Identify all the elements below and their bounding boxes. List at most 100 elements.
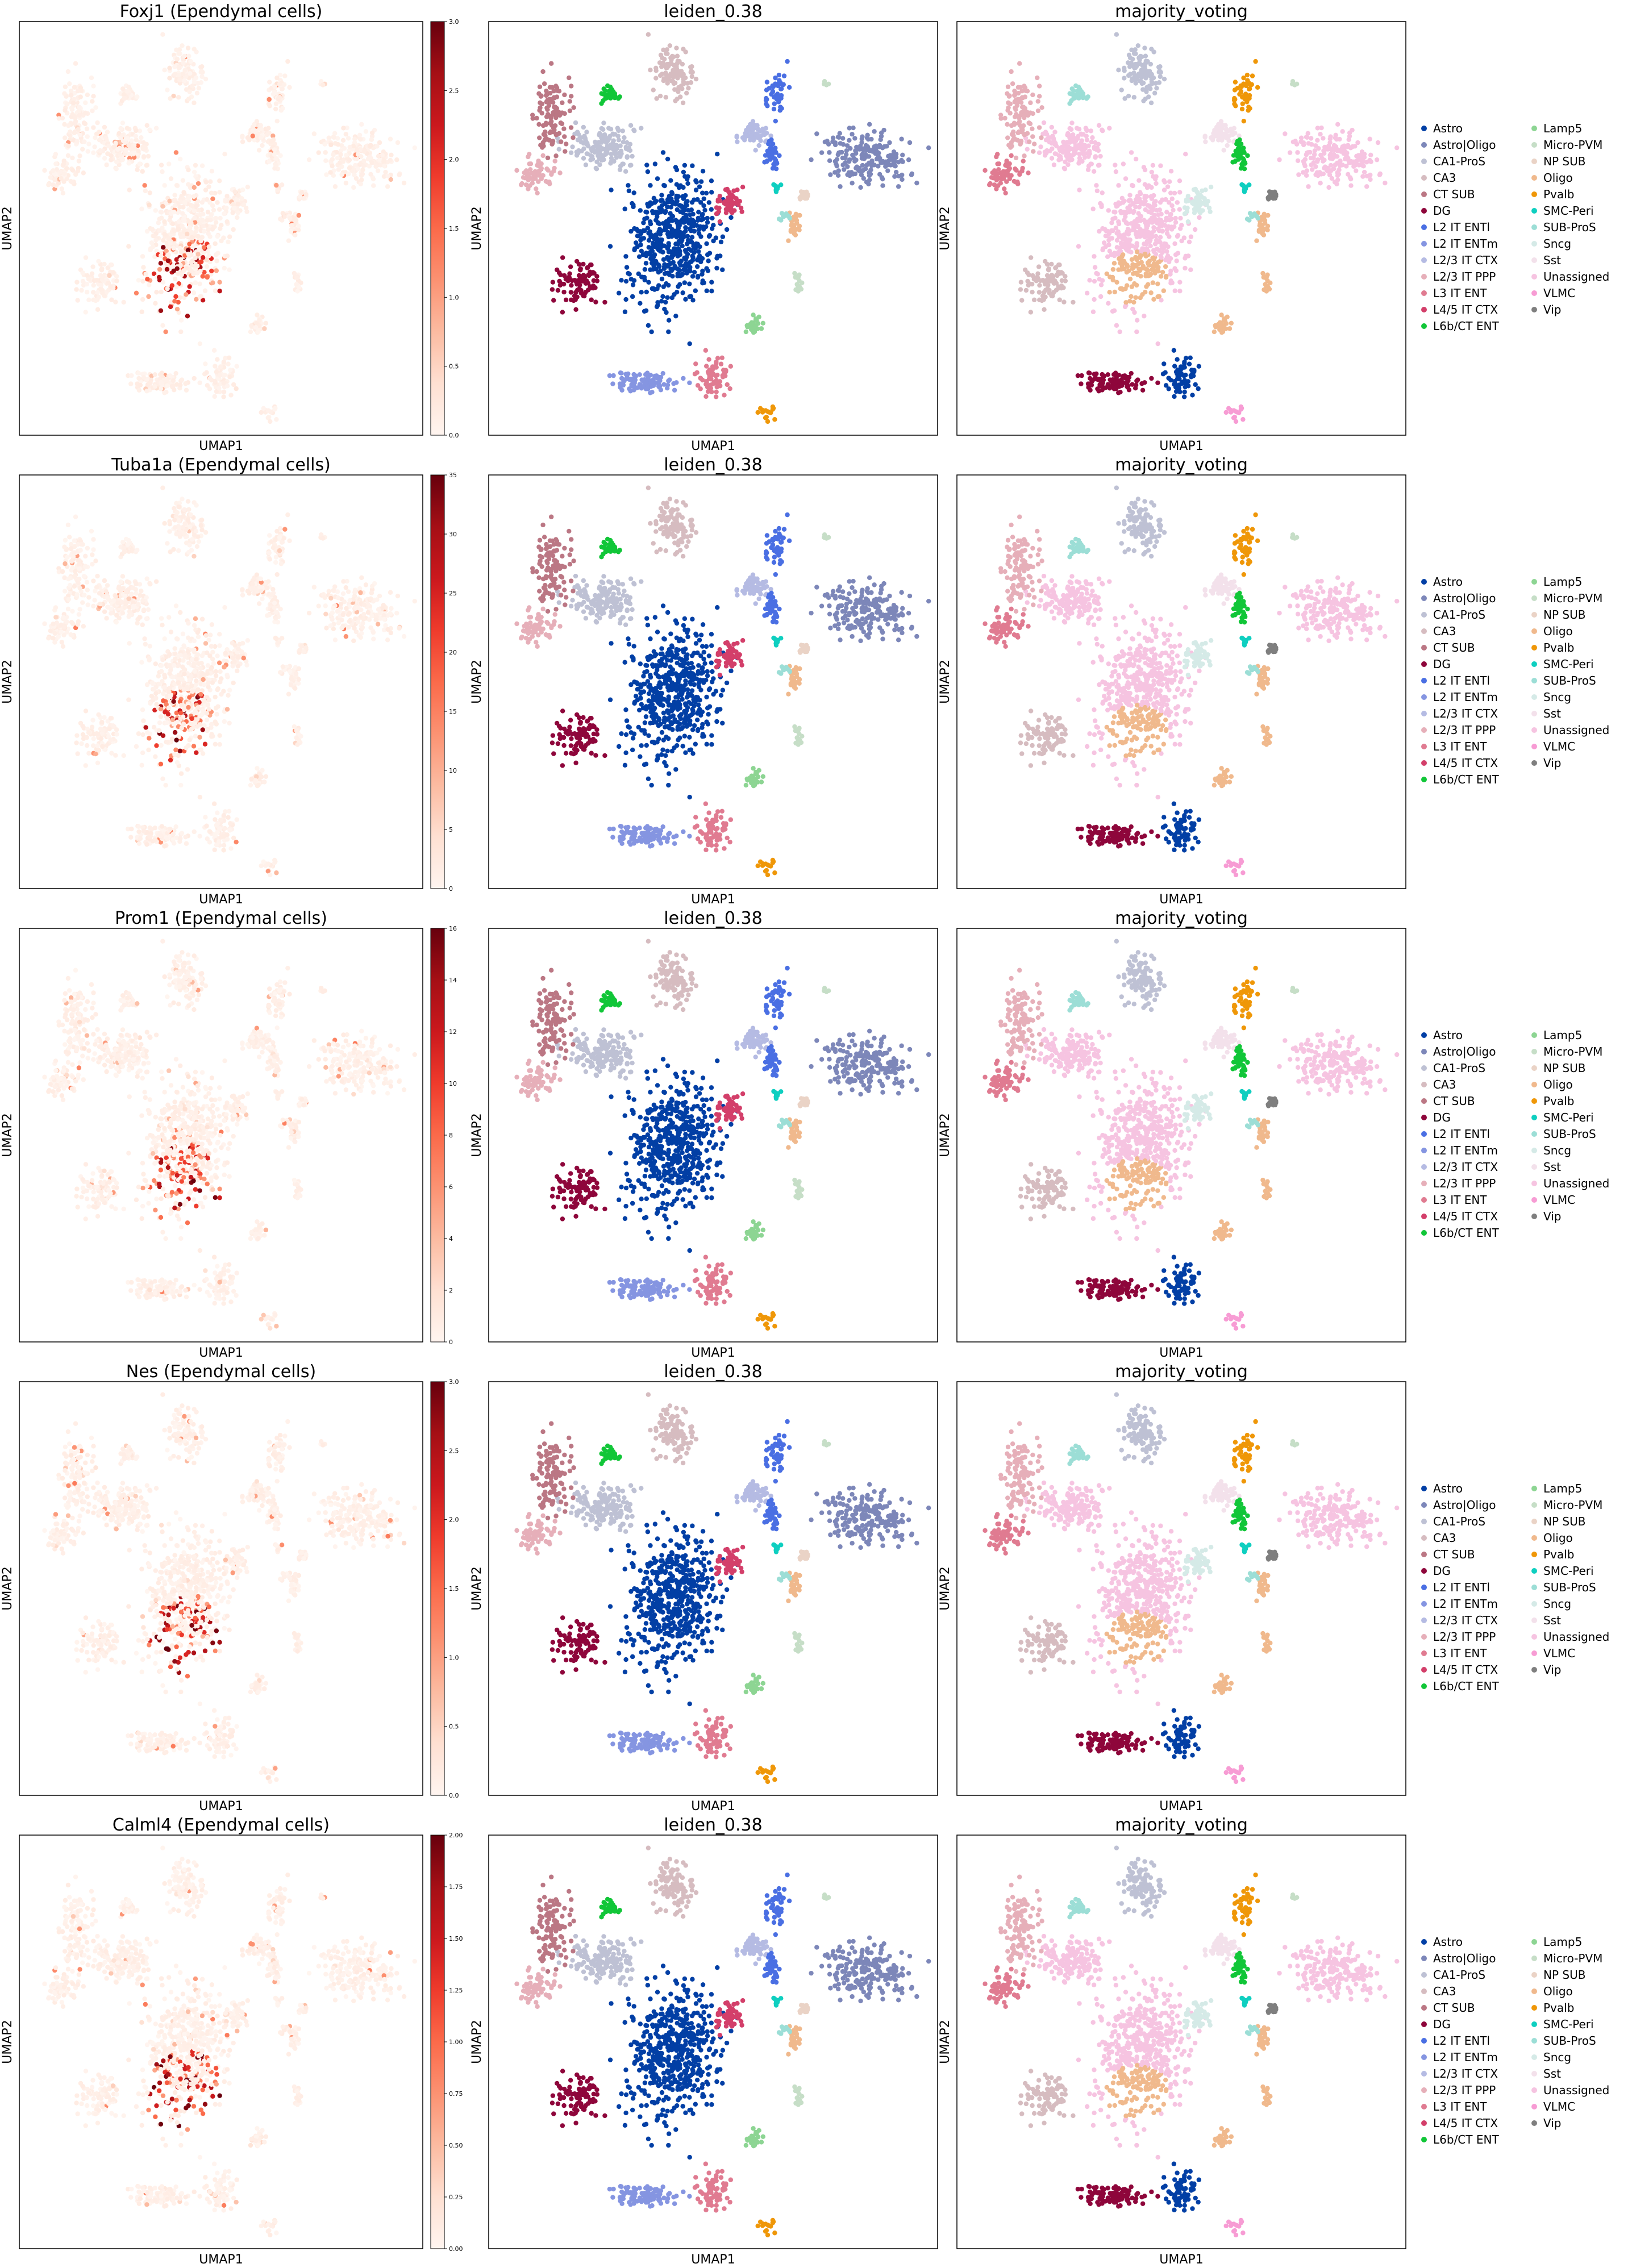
cell-point: [1044, 148, 1050, 153]
cell-point: [609, 187, 614, 193]
cell-point: [769, 91, 774, 97]
cell-point: [160, 280, 166, 285]
cell-point: [620, 161, 625, 166]
cell-point: [593, 140, 598, 145]
cell-point: [746, 134, 751, 139]
cell-point: [622, 206, 627, 211]
cell-point: [323, 150, 328, 155]
cell-point: [749, 324, 754, 330]
cell-point: [1221, 148, 1226, 153]
cell-point: [1152, 270, 1158, 276]
cell-point: [175, 210, 181, 215]
cell-point: [104, 162, 109, 168]
cell-point: [200, 274, 205, 279]
cell-point: [845, 172, 850, 177]
cell-point: [863, 166, 868, 172]
cell-point: [232, 206, 237, 211]
cell-point: [685, 181, 690, 186]
cell-point: [757, 406, 763, 411]
cell-point: [328, 142, 334, 148]
cell-point: [914, 180, 919, 186]
cell-point: [176, 51, 181, 56]
cell-point: [1127, 203, 1133, 208]
cell-point: [144, 123, 149, 128]
cell-point: [698, 376, 703, 381]
cell-point: [571, 298, 576, 303]
cell-point: [1090, 206, 1096, 211]
cell-point: [1168, 169, 1174, 174]
cell-point: [678, 84, 684, 89]
cell-point: [301, 195, 306, 201]
cell-point: [1116, 390, 1121, 395]
cell-point: [608, 161, 613, 166]
cell-point: [1098, 153, 1103, 159]
cell-point: [755, 123, 760, 128]
cell-point: [680, 194, 685, 199]
cell-point: [1120, 252, 1126, 257]
cell-point: [144, 389, 149, 394]
cell-point: [1196, 386, 1201, 391]
cell-point: [715, 372, 720, 378]
cell-point: [1188, 355, 1193, 361]
cell-point: [786, 238, 791, 243]
cell-point: [1231, 126, 1237, 131]
cell-point: [605, 136, 610, 141]
cell-point: [689, 259, 694, 264]
cell-point: [180, 223, 185, 228]
cell-point: [1076, 84, 1081, 90]
cell-point: [567, 99, 572, 104]
cell-point: [139, 309, 144, 315]
cell-point: [1155, 341, 1160, 347]
cell-point: [77, 105, 82, 110]
cell-point: [794, 282, 800, 287]
cell-point: [196, 85, 202, 91]
cell-point: [610, 381, 615, 386]
cell-point: [1113, 215, 1118, 220]
cell-point: [200, 218, 205, 223]
cell-point: [221, 380, 226, 386]
cell-point: [682, 162, 688, 168]
cell-point: [165, 258, 171, 264]
cell-point: [1233, 159, 1238, 164]
cell-point: [1159, 255, 1164, 260]
cell-point: [659, 299, 664, 304]
cell-point: [196, 207, 201, 213]
cell-point: [263, 320, 269, 326]
cell-point: [1156, 294, 1162, 299]
cell-point: [122, 95, 127, 101]
cell-point: [1005, 135, 1010, 140]
cell-point: [170, 221, 176, 227]
cell-point: [72, 120, 77, 126]
cell-point: [730, 193, 735, 198]
cell-point: [1131, 95, 1136, 100]
cell-point: [1163, 257, 1168, 262]
cell-point: [1177, 190, 1183, 195]
cell-point: [605, 147, 610, 152]
cell-point: [1152, 176, 1158, 182]
cell-point: [1069, 132, 1075, 138]
cell-point: [593, 299, 598, 305]
cell-point: [199, 235, 205, 240]
cell-point: [73, 115, 78, 120]
cell-point: [558, 120, 564, 126]
cell-point: [688, 294, 694, 299]
cell-point: [646, 245, 652, 250]
cell-point: [1062, 166, 1068, 172]
cell-point: [781, 73, 787, 78]
cell-point: [657, 221, 662, 227]
cell-point: [1036, 264, 1042, 269]
cell-point: [1104, 233, 1109, 239]
cell-point: [709, 280, 714, 285]
cell-point: [176, 65, 181, 70]
cell-point: [1071, 95, 1076, 101]
cell-point: [159, 289, 164, 295]
cell-point: [627, 162, 633, 168]
colorbar: 0.00.51.01.52.02.53.0: [430, 18, 459, 439]
cell-point: [734, 134, 739, 139]
cell-point: [788, 229, 793, 234]
cell-point: [854, 165, 859, 171]
cell-point: [578, 290, 584, 296]
cell-point: [1025, 147, 1030, 152]
cell-point: [96, 294, 102, 299]
cell-point: [1171, 348, 1177, 353]
